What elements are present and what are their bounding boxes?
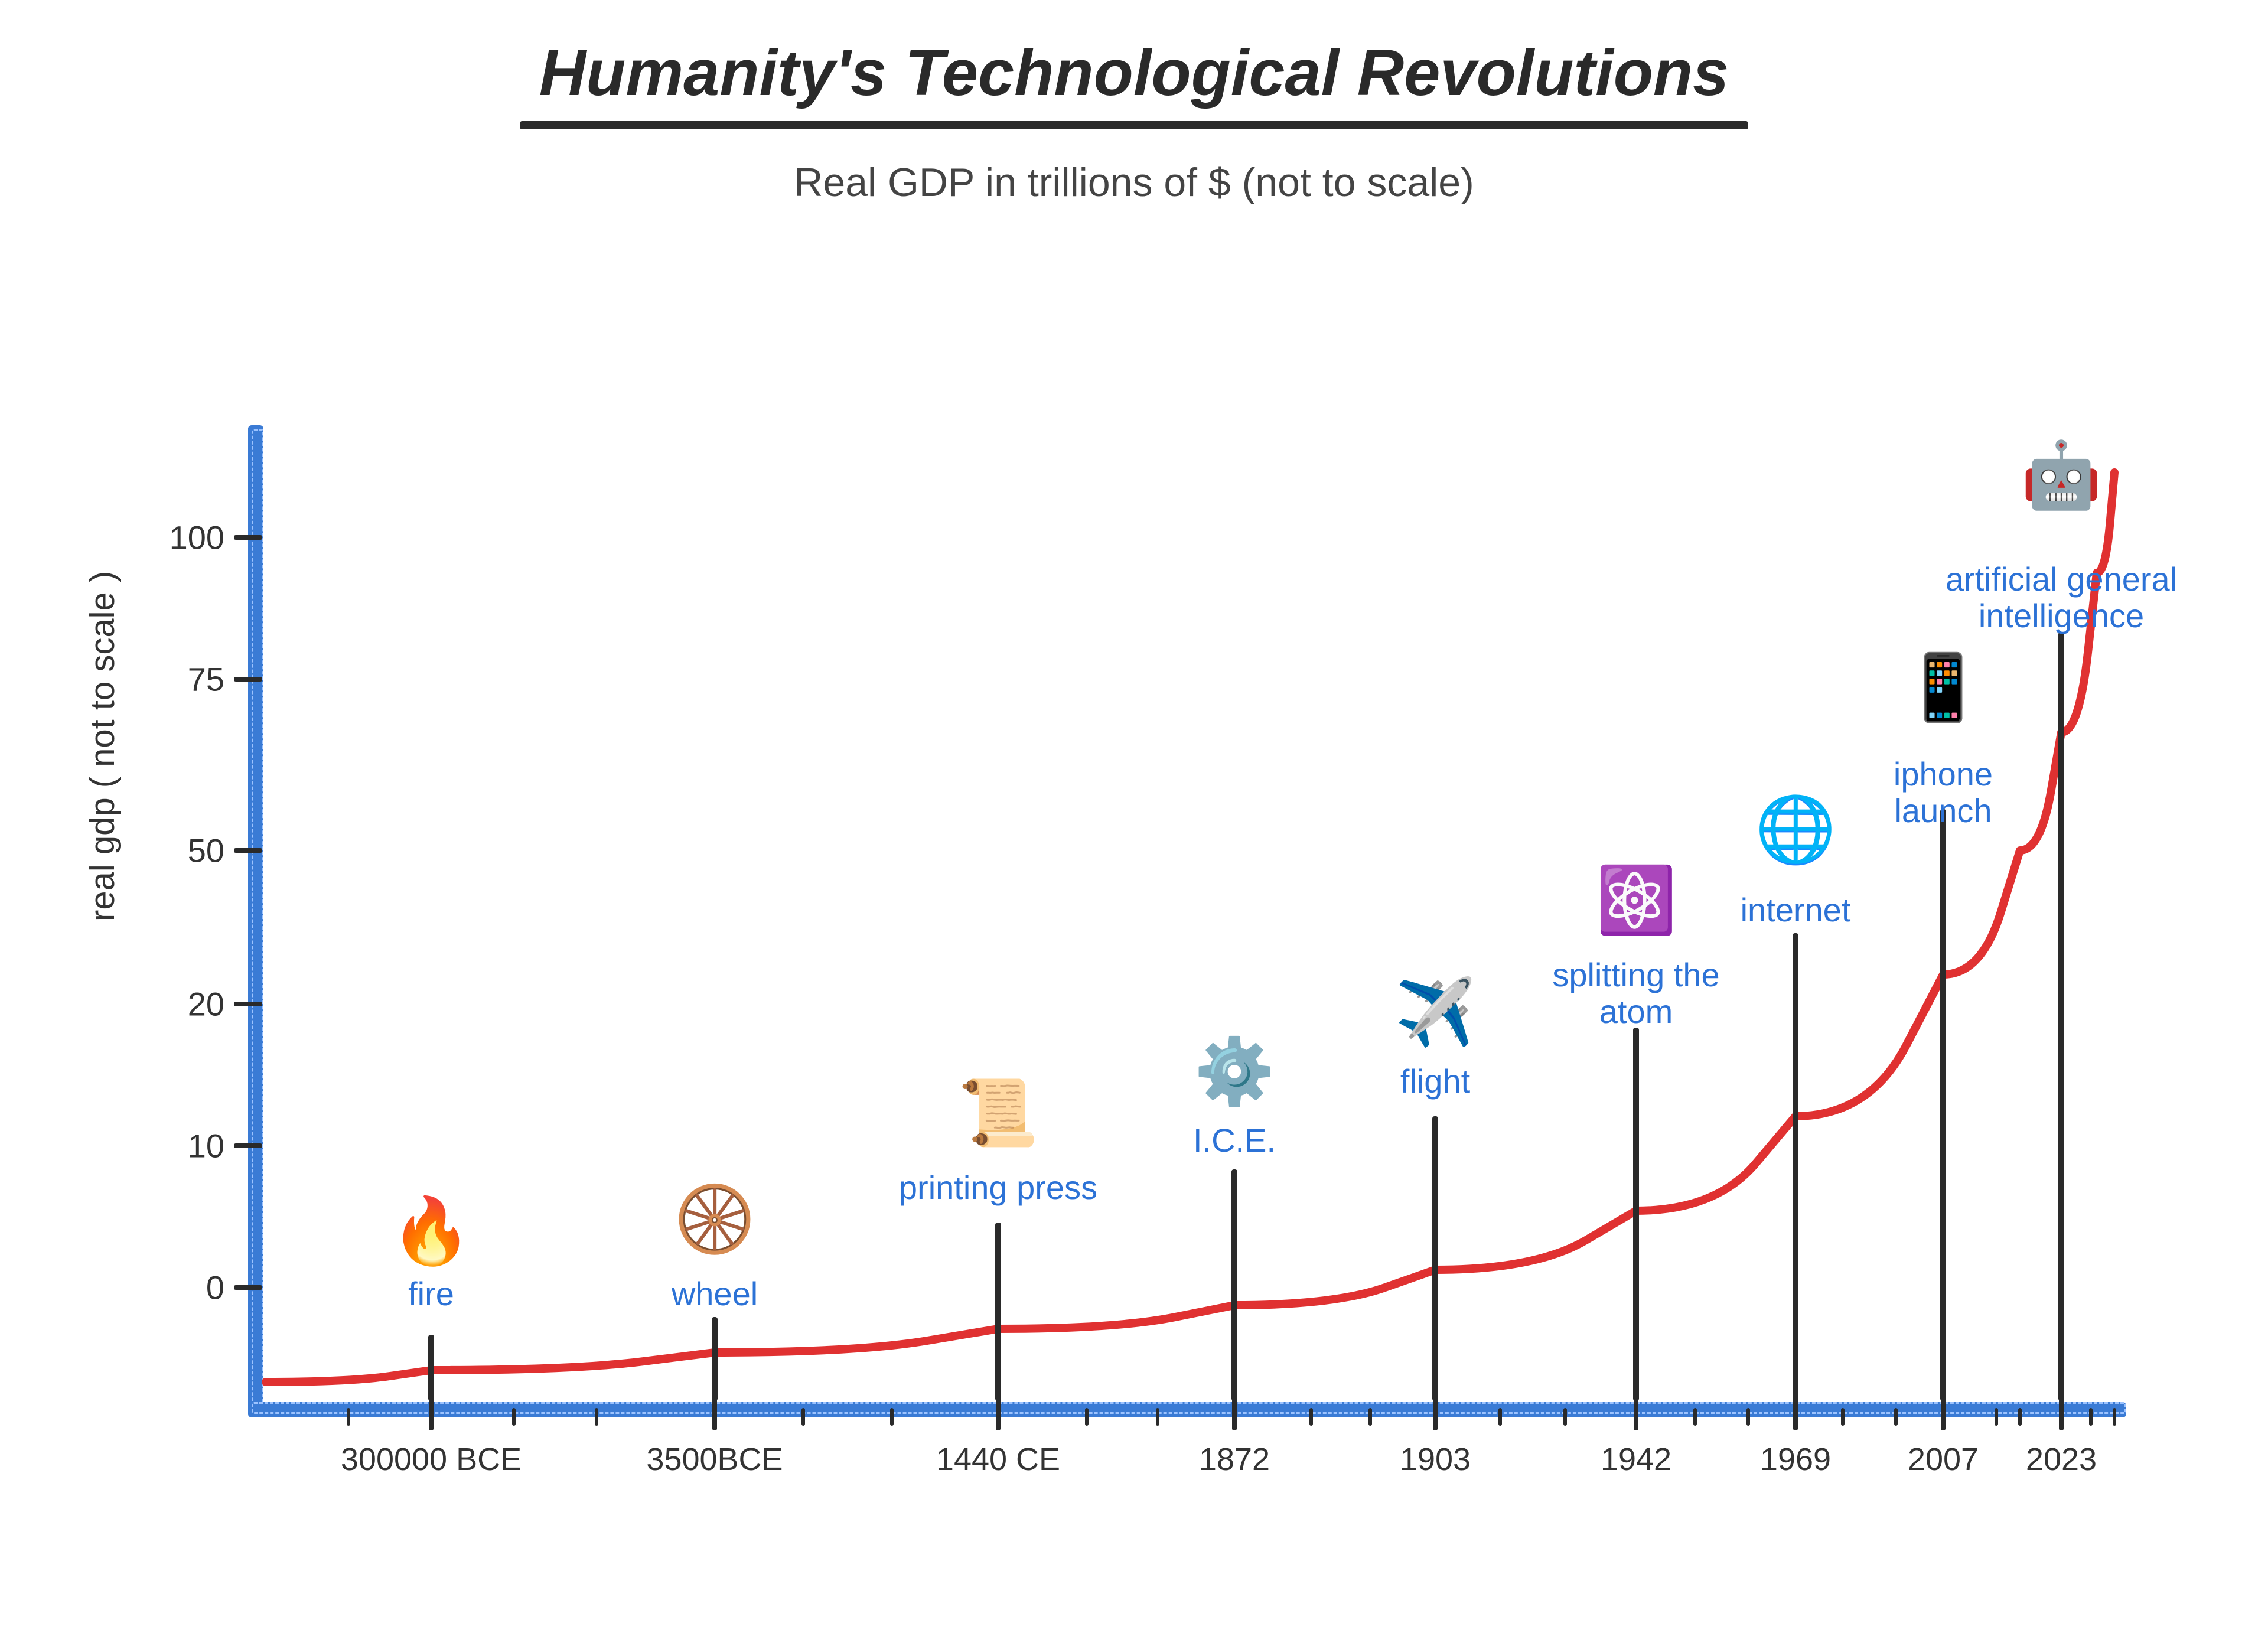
x-tick-label: 2023 [2026,1441,2097,1478]
event-stem-fire [428,1335,434,1401]
y-tick-label: 50 [130,832,224,870]
y-tick [234,535,262,540]
infographic-canvas: Humanity's Technological Revolutions Rea… [0,0,2268,1633]
x-tick [1232,1396,1237,1430]
x-minor-tick [801,1408,805,1426]
y-tick-label: 75 [130,660,224,699]
title-underline [520,121,1748,129]
event-label-ice: I.C.E. [1193,1122,1276,1159]
iphone-icon: 📱 [1903,650,1984,726]
chart-title: Humanity's Technological Revolutions [539,35,1729,110]
x-tick [996,1396,1001,1430]
event-stem-press [995,1223,1001,1401]
event-label-atom: splitting the atom [1552,957,1719,1029]
x-minor-tick [1309,1408,1313,1426]
event-stem-ice [1231,1169,1237,1401]
y-tick [234,677,262,682]
y-tick [234,1285,262,1290]
x-minor-tick [1085,1408,1089,1426]
y-tick-label: 0 [130,1269,224,1307]
x-tick-label: 1872 [1199,1441,1270,1478]
x-minor-tick [595,1408,598,1426]
event-label-flight: flight [1400,1063,1470,1100]
event-stem-internet [1793,933,1798,1401]
press-icon: 📜 [958,1075,1039,1151]
x-minor-tick [1368,1408,1372,1426]
x-tick-label: 1440 CE [936,1441,1060,1478]
x-tick [1433,1396,1438,1430]
x-tick-label: 3500BCE [646,1441,783,1478]
y-tick-label: 10 [130,1127,224,1165]
ice-icon: ⚙️ [1194,1034,1275,1110]
event-label-agi: artificial general intelligence [1946,561,2177,634]
x-minor-tick [1156,1408,1159,1426]
event-label-iphone: iphone launch [1894,756,1993,829]
x-minor-tick [890,1408,894,1426]
event-label-fire: fire [408,1276,454,1312]
fire-icon: 🔥 [391,1193,472,1269]
x-tick [1793,1396,1798,1430]
x-tick [1941,1396,1946,1430]
event-stem-wheel [712,1317,718,1401]
y-tick-label: 100 [130,519,224,557]
x-minor-tick [2018,1408,2022,1426]
x-minor-tick [1693,1408,1697,1426]
x-minor-tick [1746,1408,1750,1426]
event-label-wheel: wheel [672,1276,758,1312]
x-minor-tick [1841,1408,1845,1426]
x-tick-label: 300000 BCE [341,1441,522,1478]
agi-icon: 🤖 [2021,437,2102,513]
x-minor-tick [347,1408,350,1426]
x-minor-tick [1498,1408,1502,1426]
chart-subtitle: Real GDP in trillions of $ (not to scale… [794,159,1474,206]
atom-icon: ⚛️ [1596,862,1677,938]
x-tick [1634,1396,1638,1430]
y-tick [234,1002,262,1006]
x-minor-tick [1563,1408,1567,1426]
x-minor-tick [2113,1408,2116,1426]
plot-area: 010205075100300000 BCE3500BCE1440 CE1872… [248,425,2126,1417]
x-tick-label: 1969 [1760,1441,1831,1478]
x-tick-label: 2007 [1908,1441,1979,1478]
x-tick-label: 1942 [1601,1441,1671,1478]
x-tick-label: 1903 [1400,1441,1471,1478]
event-stem-iphone [1940,809,1946,1401]
x-tick [712,1396,717,1430]
x-tick [2059,1396,2064,1430]
x-minor-tick [1995,1408,1998,1426]
x-tick [429,1396,434,1430]
y-tick [234,848,262,853]
event-label-internet: internet [1741,892,1851,928]
wheel-icon: 🛞 [674,1181,755,1257]
event-label-press: printing press [899,1169,1097,1206]
x-minor-tick [512,1408,516,1426]
internet-icon: 🌐 [1755,791,1836,868]
y-axis-label: real gdp ( not to scale ) [83,571,122,921]
x-minor-tick [2089,1408,2093,1426]
event-stem-atom [1633,1028,1639,1401]
event-stem-agi [2058,632,2064,1401]
x-minor-tick [1894,1408,1898,1426]
y-tick-label: 20 [130,985,224,1024]
flight-icon: ✈️ [1395,974,1476,1051]
event-stem-flight [1432,1116,1438,1401]
y-tick [234,1143,262,1148]
